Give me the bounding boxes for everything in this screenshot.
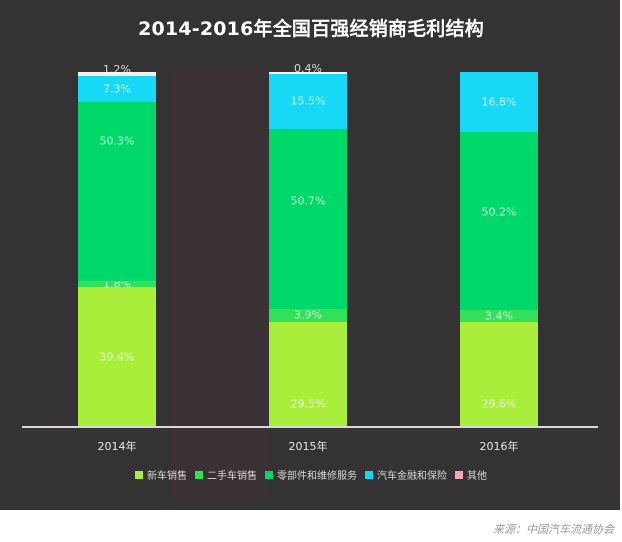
segment-parts-service: 50.2%: [460, 131, 538, 310]
x-tick-2014: 2014年: [97, 440, 137, 453]
value-label: 50.7%: [290, 194, 326, 208]
legend: 新车销售 二手车销售 零部件和维修服务 汽车金融和保险 其他: [0, 467, 622, 482]
segment-finance-insurance: 16.8%: [460, 72, 538, 132]
legend-item-finance-insurance: 汽车金融和保险: [365, 467, 447, 482]
x-axis-line: [22, 426, 598, 428]
x-tick-2016: 2016年: [479, 440, 519, 453]
segment-finance-insurance: 7.3%: [78, 76, 156, 103]
segment-finance-insurance: 15.5%: [269, 73, 347, 129]
plot-area: 39.4% 1.8% 50.3% 7.3% 1.2% 29.5% 3.9% 50…: [78, 62, 538, 427]
value-label: 7.3%: [103, 82, 131, 96]
legend-swatch-icon: [265, 470, 273, 479]
value-label: 50.2%: [481, 205, 517, 219]
legend-item-other: 其他: [455, 467, 487, 482]
chart-title: 2014-2016年全国百强经销商毛利结构: [138, 18, 484, 40]
bar-2014: 39.4% 1.8% 50.3% 7.3% 1.2%: [78, 63, 156, 427]
segment-new-car: 29.6%: [460, 322, 538, 427]
bar-2016: 29.6% 3.4% 50.2% 16.8%: [460, 72, 538, 427]
value-label: 3.9%: [294, 308, 322, 322]
legend-item-new-car: 新车销售: [135, 467, 187, 482]
x-tick-2015: 2015年: [288, 440, 328, 453]
value-label: 50.3%: [99, 134, 135, 148]
source-note: 来源：中国汽车流通协会: [493, 523, 614, 536]
value-label: 0.4%: [294, 62, 322, 76]
value-label: 3.4%: [485, 309, 513, 323]
value-label: 1.2%: [103, 63, 131, 77]
legend-label: 汽车金融和保险: [377, 471, 447, 482]
legend-label: 零部件和维修服务: [277, 471, 357, 482]
value-label: 16.8%: [481, 95, 517, 109]
legend-swatch-icon: [455, 470, 463, 479]
legend-label: 其他: [467, 471, 487, 482]
legend-item-used-car: 二手车销售: [195, 467, 257, 482]
legend-item-parts-service: 零部件和维修服务: [265, 467, 357, 482]
background-tint: [170, 70, 270, 500]
segment-other: 1.2%: [78, 63, 156, 77]
value-label: 15.5%: [290, 94, 326, 108]
legend-swatch-icon: [195, 470, 203, 479]
segment-parts-service: 50.7%: [269, 128, 347, 309]
legend-swatch-icon: [365, 470, 373, 479]
segment-new-car: 39.4%: [78, 287, 156, 427]
segment-new-car: 29.5%: [269, 322, 347, 427]
segment-used-car: 1.8%: [78, 277, 156, 290]
value-label: 29.6%: [481, 397, 517, 411]
segment-used-car: 3.4%: [460, 309, 538, 323]
value-label: 39.4%: [99, 350, 135, 364]
segment-used-car: 3.9%: [269, 308, 347, 323]
segment-parts-service: 50.3%: [78, 102, 156, 281]
legend-label: 新车销售: [147, 471, 187, 482]
bar-2015: 29.5% 3.9% 50.7% 15.5% 0.4%: [269, 62, 347, 427]
segment-other: 0.4%: [269, 62, 347, 75]
legend-swatch-icon: [135, 470, 143, 479]
legend-label: 二手车销售: [207, 471, 257, 482]
value-label: 29.5%: [290, 397, 326, 411]
